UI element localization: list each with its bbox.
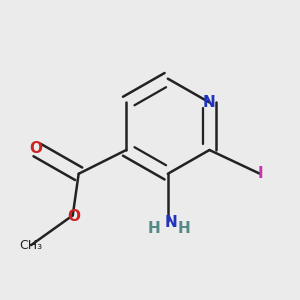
Text: N: N <box>164 215 177 230</box>
Text: CH₃: CH₃ <box>20 238 43 252</box>
Text: H: H <box>178 221 190 236</box>
Text: I: I <box>257 166 263 181</box>
Text: H: H <box>148 221 161 236</box>
Text: O: O <box>68 209 81 224</box>
Text: N: N <box>203 95 216 110</box>
Text: O: O <box>29 141 42 156</box>
